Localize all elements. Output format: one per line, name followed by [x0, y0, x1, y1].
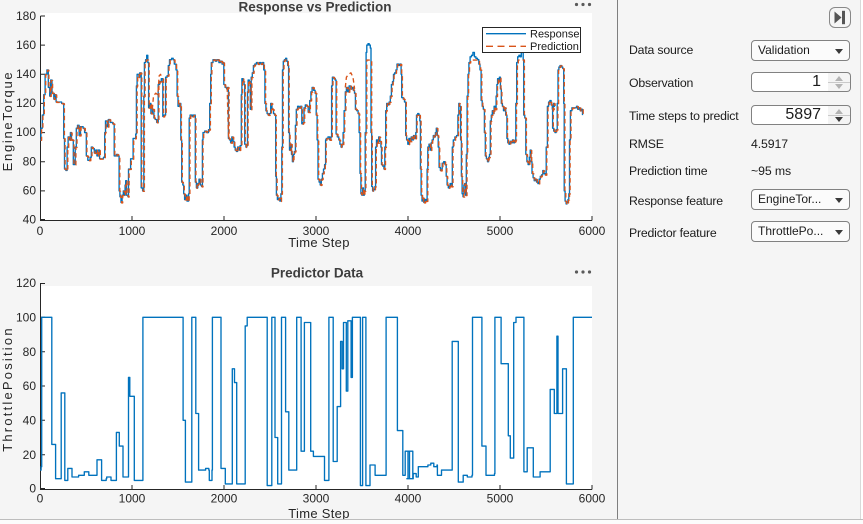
svg-text:Time Step: Time Step [288, 506, 349, 521]
svg-text:3000: 3000 [303, 224, 330, 238]
svg-text:6000: 6000 [579, 492, 606, 506]
svg-text:ThrottlePosition: ThrottlePosition [0, 326, 15, 452]
svg-text:80: 80 [23, 345, 37, 359]
svg-text:80: 80 [23, 155, 37, 169]
svg-text:Response: Response [530, 29, 580, 41]
svg-text:0: 0 [37, 224, 44, 238]
svg-text:180: 180 [16, 9, 36, 23]
svg-text:120: 120 [16, 276, 36, 290]
svg-text:4000: 4000 [395, 492, 422, 506]
svg-text:5000: 5000 [487, 224, 514, 238]
svg-text:Predictor Data: Predictor Data [271, 266, 364, 281]
svg-text:20: 20 [23, 448, 37, 462]
svg-text:60: 60 [23, 184, 37, 198]
svg-text:3000: 3000 [303, 492, 330, 506]
svg-text:0: 0 [29, 482, 36, 496]
svg-text:0: 0 [37, 492, 44, 506]
svg-text:5000: 5000 [487, 492, 514, 506]
svg-text:Prediction: Prediction [530, 41, 579, 53]
svg-text:Time Step: Time Step [288, 235, 349, 250]
svg-text:6000: 6000 [579, 224, 606, 238]
svg-text:160: 160 [16, 38, 36, 52]
svg-text:100: 100 [16, 125, 36, 139]
svg-text:40: 40 [23, 414, 37, 428]
svg-text:140: 140 [16, 67, 36, 81]
svg-text:EngineTorque: EngineTorque [0, 71, 15, 172]
svg-text:1000: 1000 [119, 224, 146, 238]
svg-text:2000: 2000 [211, 224, 238, 238]
svg-text:120: 120 [16, 96, 36, 110]
svg-text:1000: 1000 [119, 492, 146, 506]
svg-text:Response vs Prediction: Response vs Prediction [238, 0, 391, 15]
svg-text:4000: 4000 [395, 224, 422, 238]
svg-text:40: 40 [23, 213, 37, 227]
svg-text:2000: 2000 [211, 492, 238, 506]
svg-text:100: 100 [16, 311, 36, 325]
svg-text:60: 60 [23, 379, 37, 393]
